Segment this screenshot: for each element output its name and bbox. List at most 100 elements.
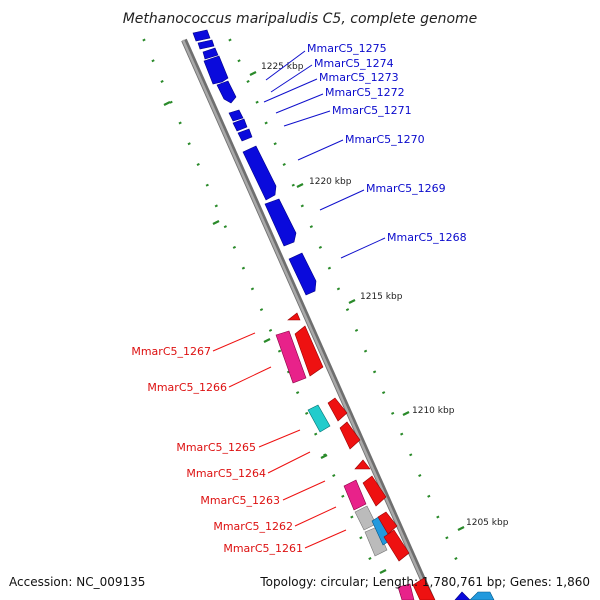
tick-dot — [232, 245, 237, 249]
tick-dot — [336, 287, 341, 291]
major-tick — [249, 71, 257, 76]
gene-arrow[interactable] — [364, 526, 388, 557]
gene-arrow[interactable] — [197, 39, 215, 50]
kbp-label: 1205 kbp — [466, 518, 509, 528]
tick-dot — [246, 79, 250, 83]
major-tick — [263, 338, 271, 343]
leader-line — [304, 529, 347, 549]
tick-dot — [196, 162, 200, 166]
gene-arrow[interactable] — [228, 109, 244, 122]
gene-label[interactable]: MmarC5_1274 — [314, 57, 394, 70]
tick-dot — [241, 266, 246, 270]
leader-line — [294, 506, 337, 527]
reverse-genes — [275, 312, 495, 600]
kbp-label: 1215 kbp — [360, 292, 403, 302]
major-tick — [296, 183, 304, 188]
tick-dot — [250, 287, 255, 291]
leader-line — [340, 237, 386, 259]
gene-arrow[interactable] — [232, 118, 248, 132]
gene-arrow[interactable] — [287, 312, 301, 321]
tick-dot — [151, 59, 155, 63]
tick-dot — [169, 100, 173, 104]
gene-arrow[interactable] — [412, 577, 436, 600]
kbp-label: 1220 kbp — [309, 177, 352, 187]
leader-line — [258, 429, 301, 448]
major-tick — [320, 454, 328, 459]
forward-genes — [192, 29, 317, 296]
gene-arrow[interactable] — [203, 55, 229, 85]
gene-arrow[interactable] — [275, 330, 307, 384]
tick-dot — [381, 391, 386, 395]
gene-label[interactable]: MmarC5_1266 — [147, 381, 227, 394]
gene-arrow[interactable] — [242, 145, 277, 201]
gene-label[interactable]: MmarC5_1275 — [307, 42, 387, 55]
map-title: Methanococcus maripaludis C5, complete g… — [123, 11, 478, 27]
gene-label[interactable]: MmarC5_1268 — [387, 231, 467, 244]
kbp-label: 1225 kbp — [261, 62, 304, 72]
gene-arrow[interactable] — [343, 479, 367, 511]
tick-dot — [273, 142, 277, 146]
tick-dot — [282, 162, 286, 166]
tick-dot — [354, 328, 359, 332]
gene-label[interactable]: MmarC5_1262 — [213, 520, 293, 533]
gene-label[interactable]: MmarC5_1271 — [332, 104, 412, 117]
gene-label[interactable]: MmarC5_1269 — [366, 182, 446, 195]
gene-arrow[interactable] — [307, 404, 331, 433]
gene-label[interactable]: MmarC5_1272 — [325, 86, 405, 99]
gene-arrow[interactable] — [327, 397, 348, 422]
leader-line — [212, 332, 256, 352]
gene-arrow[interactable] — [339, 421, 361, 450]
leader-line — [263, 78, 318, 103]
gene-arrow[interactable] — [264, 198, 297, 247]
gene-label[interactable]: MmarC5_1270 — [345, 133, 425, 146]
tick-dot — [350, 515, 354, 519]
gene-arrow[interactable] — [288, 252, 317, 296]
major-tick — [379, 569, 387, 574]
tick-dot — [368, 557, 372, 561]
gene-arrow[interactable] — [383, 529, 410, 562]
tick-dot — [237, 59, 241, 63]
kbp-labels: 1225 kbp 1220 kbp 1215 kbp 1210 kbp 1205… — [261, 62, 509, 528]
gene-arrow[interactable] — [216, 80, 237, 104]
gene-label[interactable]: MmarC5_1273 — [319, 71, 399, 84]
leader-line — [275, 93, 324, 114]
reverse-leaders — [212, 332, 347, 549]
leader-line — [228, 366, 272, 388]
gene-arrow[interactable] — [397, 583, 415, 600]
tick-dot — [445, 536, 449, 540]
forward-gene-labels: MmarC5_1275 MmarC5_1274 MmarC5_1273 Mmar… — [307, 42, 467, 244]
gene-arrow[interactable] — [354, 505, 377, 531]
gene-arrow[interactable] — [192, 29, 211, 42]
gene-arrow[interactable] — [377, 511, 398, 535]
major-tick — [402, 411, 410, 416]
gene-arrow[interactable] — [202, 47, 219, 60]
tick-dot — [205, 183, 209, 187]
tick-dot — [427, 494, 431, 498]
tick-dot — [341, 494, 345, 498]
gene-arrow[interactable] — [294, 325, 324, 377]
gene-label[interactable]: MmarC5_1264 — [186, 467, 266, 480]
gene-label[interactable]: MmarC5_1261 — [223, 542, 303, 555]
tick-dot — [454, 557, 458, 561]
gene-label[interactable]: MmarC5_1267 — [131, 345, 211, 358]
accession-text: Accession: NC_009135 — [9, 575, 145, 589]
gene-label[interactable]: MmarC5_1263 — [200, 494, 280, 507]
gene-label[interactable]: MmarC5_1265 — [176, 441, 256, 454]
tick-dot — [332, 474, 336, 478]
tick-dot — [400, 432, 404, 436]
kbp-label: 1210 kbp — [412, 406, 455, 416]
gene-arrow[interactable] — [362, 475, 387, 507]
leader-line — [282, 480, 326, 501]
tick-dots — [142, 38, 458, 561]
leader-line — [297, 139, 344, 161]
gene-arrow[interactable] — [237, 128, 253, 142]
tick-dot — [214, 204, 218, 208]
tick-dot — [228, 38, 232, 42]
tick-dot — [372, 370, 377, 374]
gene-arrow[interactable] — [469, 591, 495, 600]
gene-arrow[interactable] — [454, 591, 471, 600]
leader-line — [319, 189, 365, 211]
gene-arrow[interactable] — [354, 459, 371, 470]
leader-line — [270, 64, 313, 93]
